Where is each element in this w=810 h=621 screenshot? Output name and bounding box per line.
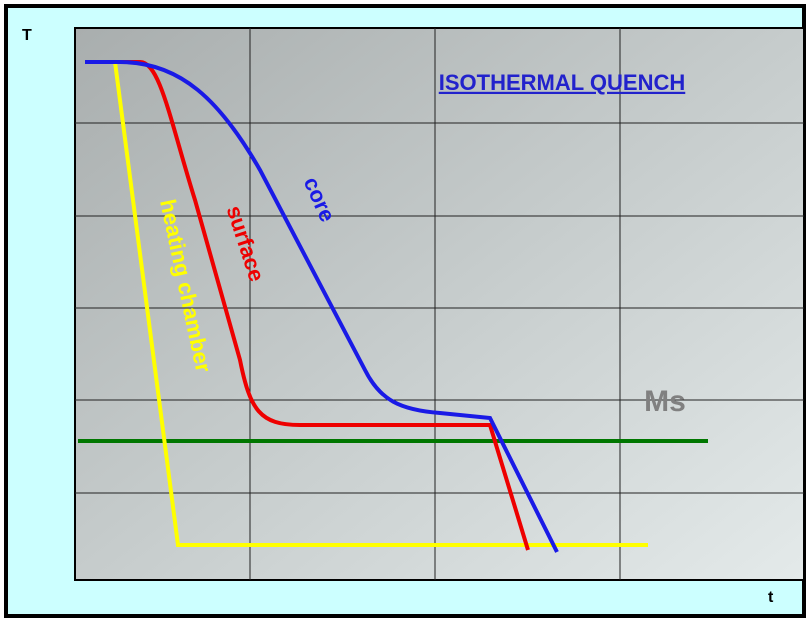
ms-label: Ms [644,385,686,418]
diagram: T t ISOTHERMAL QUENCH Ms core surface he… [0,0,810,621]
x-axis-label: t [768,589,774,606]
diagram-title: ISOTHERMAL QUENCH [439,70,686,95]
y-axis-label: T [22,27,32,44]
